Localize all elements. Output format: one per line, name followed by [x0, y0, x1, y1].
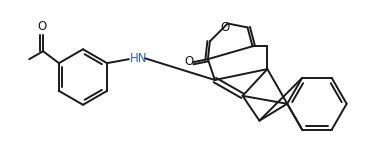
- Text: HN: HN: [130, 52, 147, 65]
- Text: O: O: [185, 55, 194, 68]
- Text: O: O: [220, 21, 230, 34]
- Text: O: O: [38, 20, 47, 33]
